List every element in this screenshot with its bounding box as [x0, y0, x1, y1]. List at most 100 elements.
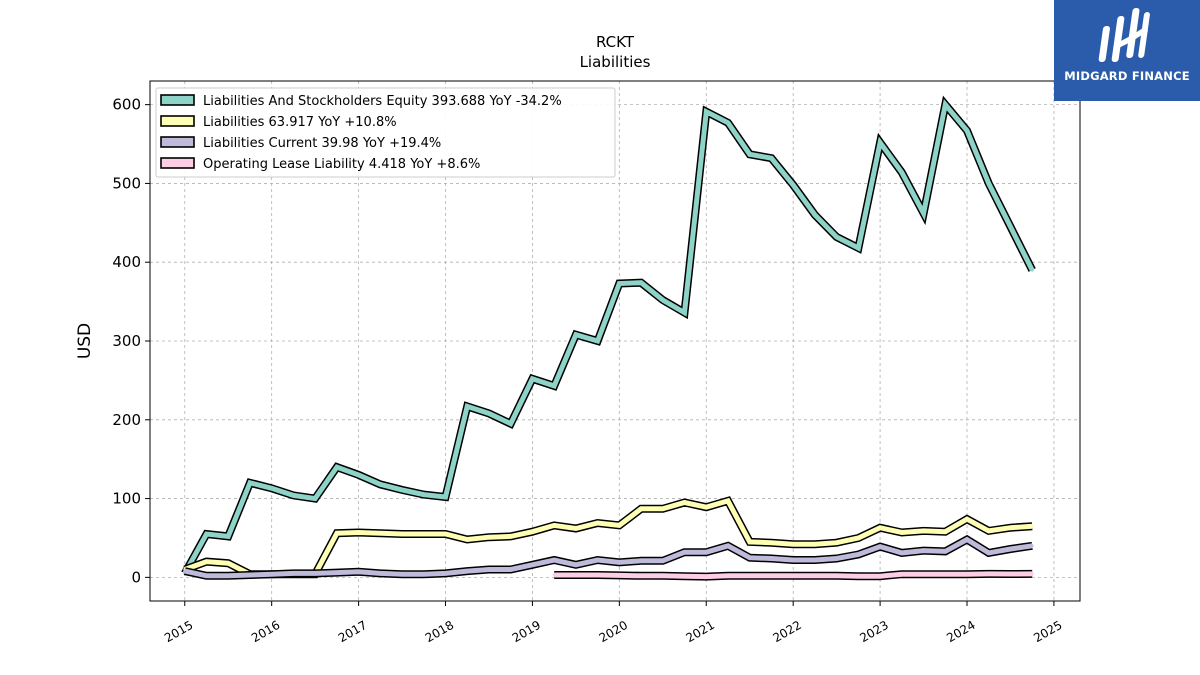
data-point [791, 574, 795, 578]
data-point [1009, 225, 1012, 229]
data-point [378, 531, 382, 535]
data-point [574, 573, 578, 577]
data-point [596, 339, 600, 343]
legend-frame [155, 87, 616, 178]
grid [150, 81, 1080, 601]
data-point [661, 559, 665, 563]
data-point [530, 377, 534, 381]
data-point [617, 282, 621, 285]
data-point [922, 572, 926, 576]
chart-title: RCKT [596, 33, 635, 51]
data-point [1009, 572, 1012, 576]
data-point [357, 570, 361, 574]
brand-logo-mark-icon [1098, 8, 1150, 62]
data-point [226, 561, 230, 565]
x-tick-label: 2021 [684, 618, 717, 645]
data-point [487, 535, 491, 539]
data-point [422, 493, 426, 497]
series-layer [181, 95, 1036, 581]
x-tick-label: 2025 [1031, 618, 1064, 645]
data-point [769, 156, 773, 160]
data-point [878, 141, 882, 144]
data-point [639, 281, 643, 285]
data-point [487, 412, 491, 415]
data-point [965, 572, 969, 576]
data-point [856, 574, 860, 578]
data-point [922, 549, 926, 553]
data-point [574, 563, 578, 567]
y-tick-label: 200 [112, 411, 141, 429]
data-point [704, 550, 708, 554]
data-point [726, 544, 730, 548]
data-point [422, 572, 426, 576]
data-point [530, 563, 534, 567]
data-point [378, 482, 382, 486]
data-point [552, 384, 556, 388]
data-point [661, 507, 665, 511]
data-point [748, 556, 752, 560]
data-point [878, 545, 882, 549]
data-point [617, 560, 621, 564]
data-point [748, 574, 752, 578]
data-point [900, 170, 904, 174]
data-point [1030, 572, 1034, 576]
data-point [791, 558, 795, 562]
data-point [943, 572, 947, 576]
data-point [791, 183, 795, 187]
data-point [291, 571, 295, 575]
data-point [900, 531, 904, 534]
data-point [422, 532, 426, 536]
data-point [683, 501, 686, 504]
data-point [987, 181, 991, 185]
data-point [530, 530, 534, 534]
x-tick-label: 2024 [944, 618, 977, 645]
data-point [335, 571, 339, 575]
legend: Liabilities And Stockholders Equity 393.… [155, 87, 616, 178]
data-point [183, 569, 187, 573]
data-point [835, 541, 839, 545]
x-tick-label: 2022 [770, 618, 803, 645]
data-point [769, 574, 773, 578]
data-point [835, 557, 839, 560]
data-point [313, 571, 317, 575]
data-point [248, 481, 252, 485]
data-point [248, 573, 252, 577]
y-axis: 0 100 200 300 400 500 600 [112, 96, 150, 586]
data-point [704, 110, 708, 114]
data-point [813, 213, 817, 217]
y-tick-label: 300 [112, 332, 141, 350]
data-point [596, 521, 600, 525]
data-point [943, 103, 947, 107]
data-point [465, 404, 469, 408]
data-point [378, 571, 382, 575]
x-tick-label: 2018 [423, 618, 456, 645]
data-point [552, 558, 556, 562]
legend-label: Liabilities Current 39.98 YoY +19.4% [203, 136, 441, 151]
data-point [856, 536, 860, 540]
data-point [769, 557, 773, 560]
data-point [965, 129, 969, 133]
data-point [704, 505, 708, 509]
data-point [965, 538, 969, 541]
data-point [226, 574, 230, 578]
series-1 [183, 496, 1034, 579]
data-point [596, 573, 600, 577]
data-point [574, 333, 578, 337]
data-point [1030, 268, 1034, 272]
series-0 [181, 95, 1036, 576]
data-point [400, 572, 404, 576]
data-point [726, 499, 730, 503]
data-point [465, 569, 469, 573]
data-point [813, 542, 817, 546]
x-tick-label: 2023 [857, 618, 890, 645]
data-point [444, 571, 447, 575]
data-point [726, 574, 730, 578]
data-point [835, 574, 839, 578]
data-point [943, 549, 947, 553]
data-point [270, 572, 274, 576]
data-point [465, 538, 469, 541]
data-point [683, 311, 686, 315]
data-point [661, 298, 665, 302]
data-point [509, 422, 513, 426]
